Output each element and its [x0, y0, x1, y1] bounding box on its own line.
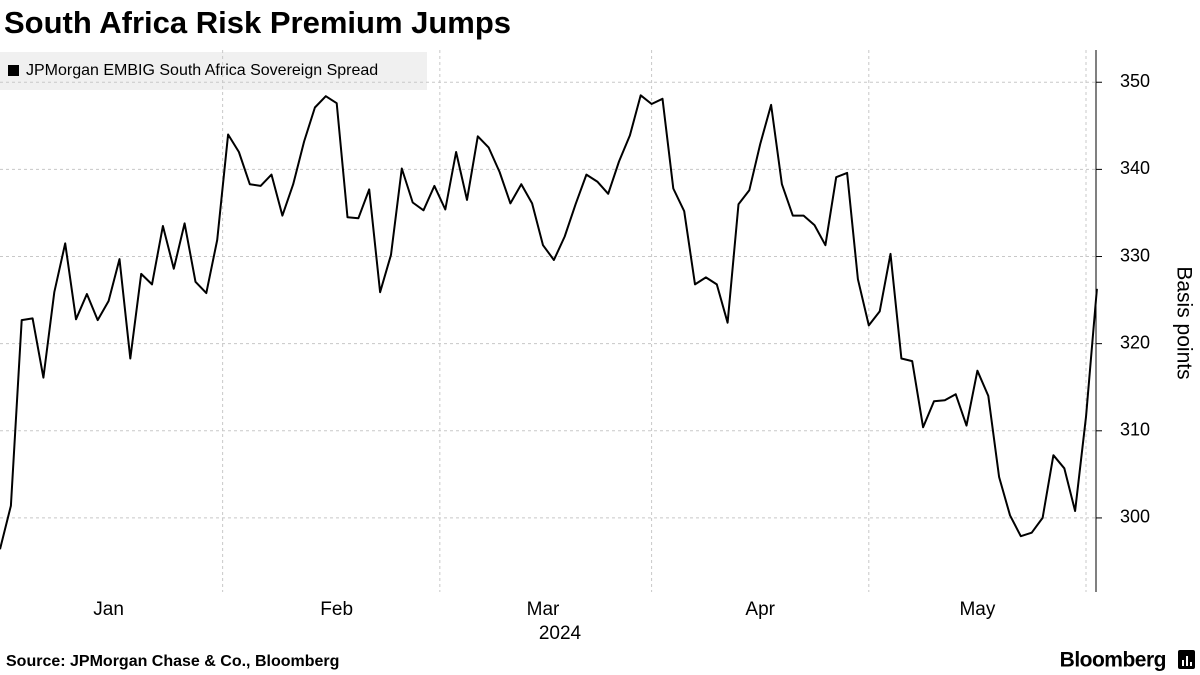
- x-tick-label: May: [959, 599, 995, 620]
- x-tick-label: Feb: [320, 599, 353, 620]
- y-tick-label: 300: [1120, 507, 1150, 527]
- legend-label: JPMorgan EMBIG South Africa Sovereign Sp…: [26, 62, 378, 79]
- y-tick-label: 330: [1120, 245, 1150, 265]
- x-tick-label: Jan: [93, 599, 124, 620]
- y-tick-label: 340: [1120, 158, 1150, 178]
- brand: Bloomberg: [1060, 649, 1166, 672]
- x-tick-label: Mar: [527, 599, 560, 620]
- y-tick-label: 350: [1120, 71, 1150, 91]
- legend-box: [0, 52, 427, 90]
- y-tick-label: 310: [1120, 420, 1150, 440]
- y-tick-label: 320: [1120, 332, 1150, 352]
- source: Source: JPMorgan Chase & Co., Bloomberg: [6, 653, 339, 670]
- chart-title: South Africa Risk Premium Jumps: [4, 5, 511, 40]
- x-tick-label: Apr: [745, 599, 775, 620]
- data-line: [0, 94, 1098, 550]
- brand-icon: [1178, 650, 1195, 669]
- legend-swatch: [8, 65, 19, 76]
- y-axis-label: Basis points: [1172, 266, 1195, 379]
- x-axis-year: 2024: [539, 623, 582, 644]
